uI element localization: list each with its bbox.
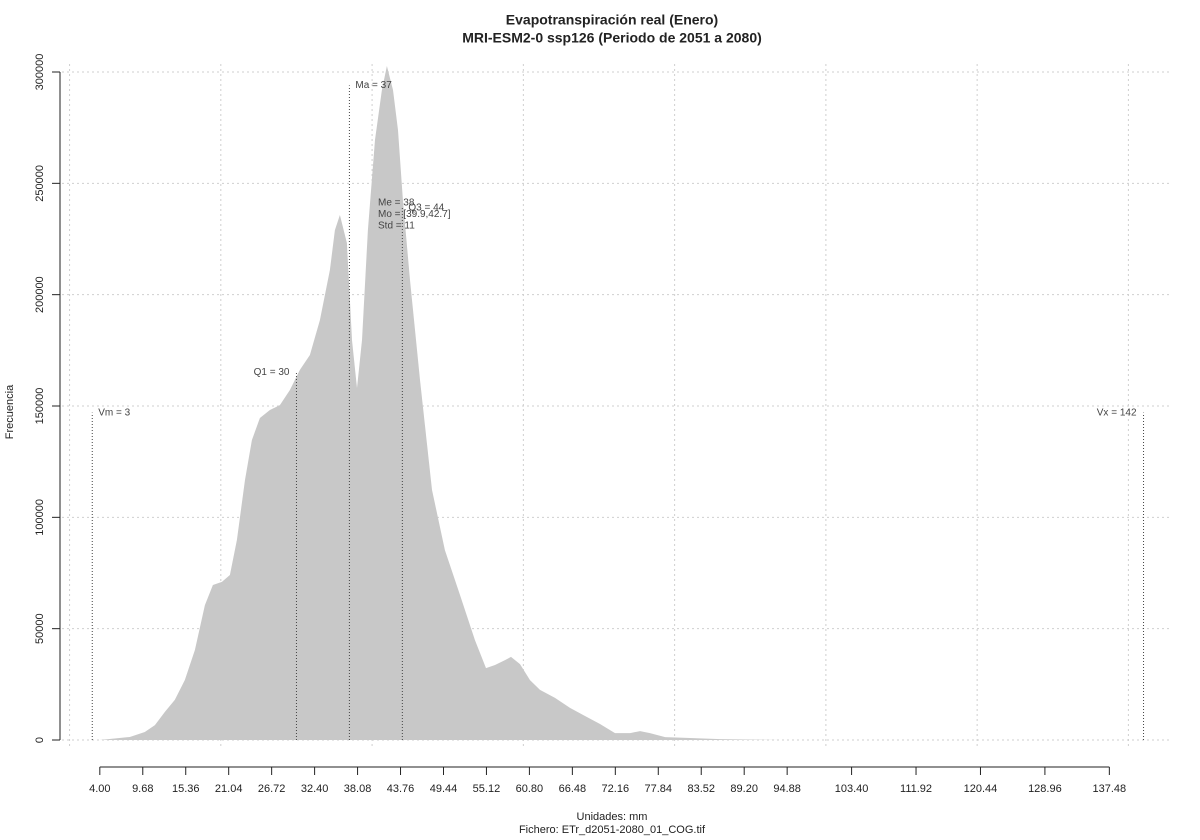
x-tick-label: 111.92: [900, 783, 932, 795]
stat-note: Mo = [39.9,42.7]: [378, 209, 451, 220]
x-tick-label: 15.36: [172, 783, 200, 795]
y-tick-label: 250000: [34, 165, 46, 202]
x-tick-label: 21.04: [215, 783, 243, 795]
y-tick-label: 300000: [34, 54, 46, 91]
x-tick-label: 89.20: [730, 783, 758, 795]
x-tick-label: 128.96: [1028, 783, 1062, 795]
x-tick-label: 43.76: [387, 783, 415, 795]
chart-subtitle: MRI-ESM2-0 ssp126 (Periodo de 2051 a 208…: [462, 30, 762, 46]
x-tick-label: 9.68: [132, 783, 153, 795]
x-tick-label: 94.88: [773, 783, 801, 795]
stat-label: Vx = 142: [1097, 407, 1137, 418]
x-tick-label: 137.48: [1093, 783, 1127, 795]
stat-note: Me = 38: [378, 198, 415, 209]
x-tick-label: 77.84: [645, 783, 673, 795]
x-tick-label: 60.80: [516, 783, 544, 795]
x-tick-label: 120.44: [964, 783, 998, 795]
y-tick-label: 200000: [34, 276, 46, 313]
chart-title: Evapotranspiración real (Enero): [506, 12, 718, 28]
stat-label: Ma = 37: [355, 80, 392, 91]
stat-label: Q3 = 44: [408, 202, 444, 213]
y-tick-label: 50000: [34, 613, 46, 644]
stat-label: Q1 = 30: [254, 367, 290, 378]
x-tick-label: 38.08: [344, 783, 372, 795]
x-axis-label: Unidades: mm: [577, 811, 648, 823]
x-tick-label: 66.48: [559, 783, 587, 795]
x-tick-label: 103.40: [835, 783, 869, 795]
x-tick-label: 83.52: [687, 783, 715, 795]
y-tick-label: 0: [34, 737, 46, 743]
y-tick-label: 100000: [34, 499, 46, 536]
stat-note: Std = 11: [378, 221, 415, 232]
y-axis-label: Frecuencia: [4, 384, 16, 439]
x-tick-label: 26.72: [258, 783, 286, 795]
y-tick-label: 150000: [34, 388, 46, 425]
x-tick-label: 55.12: [473, 783, 501, 795]
x-tick-label: 4.00: [89, 783, 110, 795]
x-tick-label: 32.40: [301, 783, 329, 795]
caption: Fichero: ETr_d2051-2080_01_COG.tif: [519, 824, 706, 836]
stat-label: Vm = 3: [98, 407, 130, 418]
x-tick-label: 49.44: [430, 783, 458, 795]
x-tick-label: 72.16: [602, 783, 630, 795]
density-area: [99, 66, 1131, 740]
